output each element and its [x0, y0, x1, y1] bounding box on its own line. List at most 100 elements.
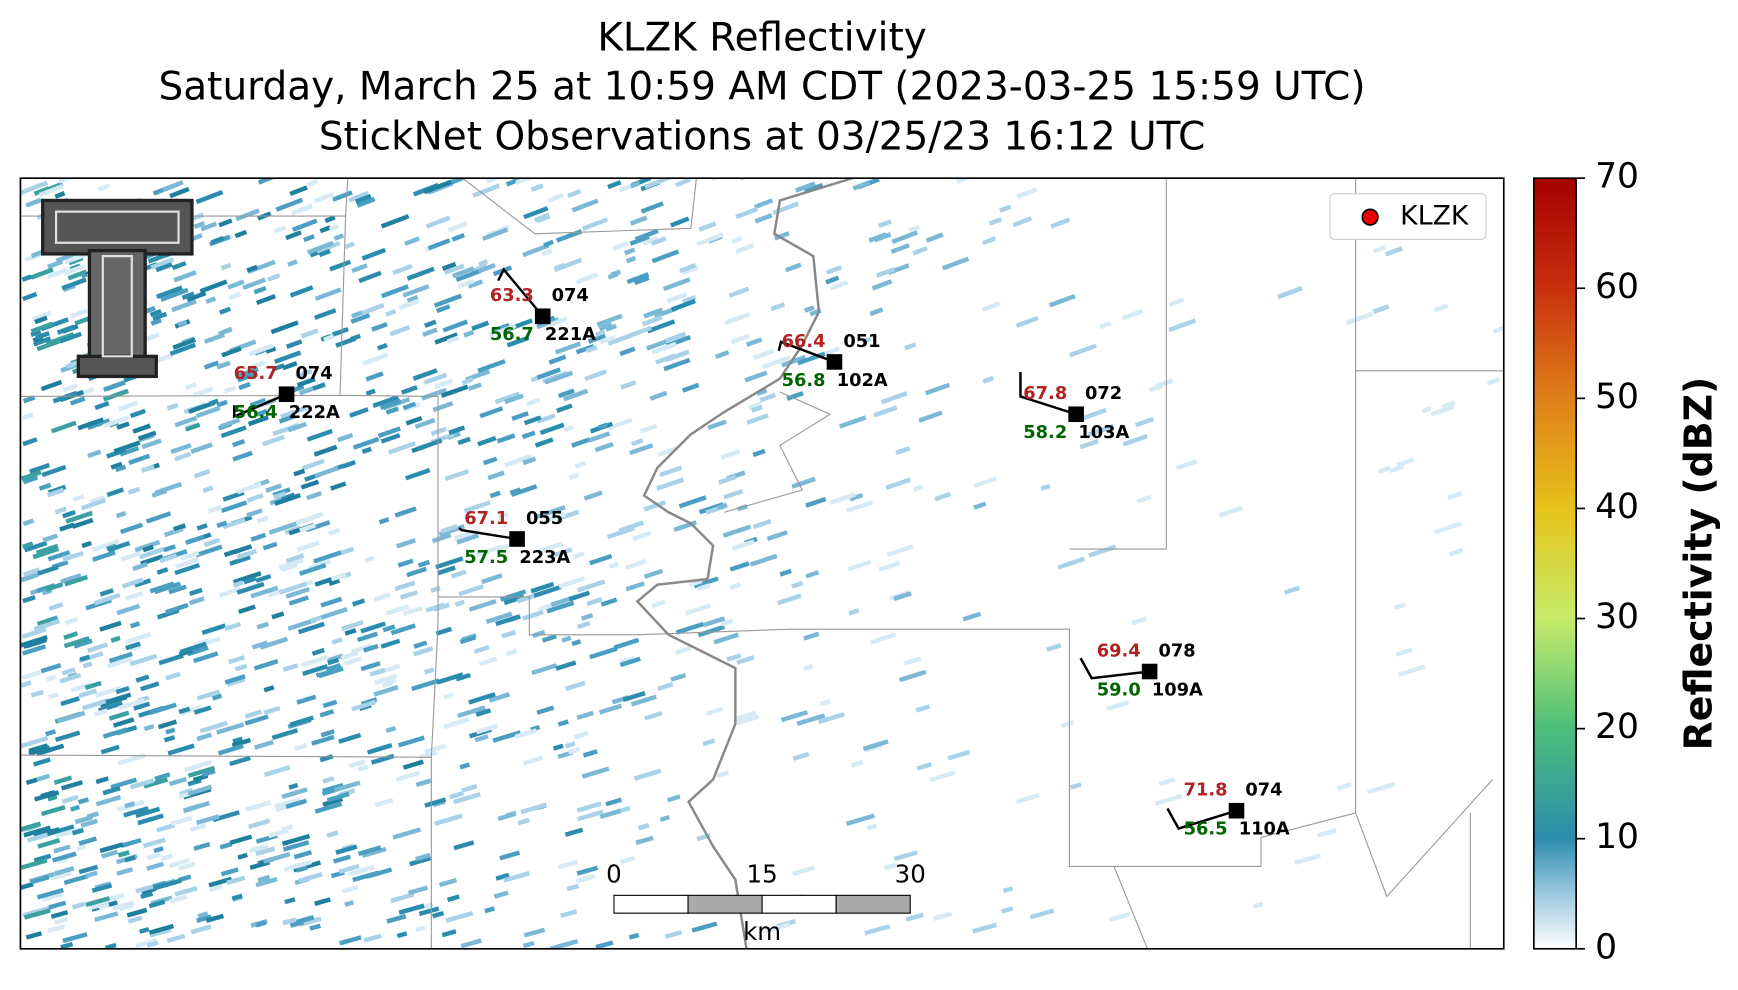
radar-streak — [338, 732, 362, 744]
radar-streak — [340, 650, 359, 661]
radar-streak — [21, 412, 35, 421]
pressure: 074 — [295, 363, 332, 384]
radar-streak — [224, 621, 242, 632]
radar-streak — [1218, 505, 1244, 518]
radar-streak — [280, 405, 308, 419]
radar-streak — [373, 685, 399, 697]
radar-streak — [625, 581, 645, 592]
radar-streak — [117, 698, 145, 711]
radar-streak — [20, 680, 32, 688]
radar-streak — [510, 484, 538, 497]
radar-streak — [236, 481, 262, 495]
radar-streak — [643, 568, 664, 579]
radar-streak — [98, 700, 124, 713]
radar-streak — [839, 415, 867, 429]
radar-streak — [1430, 404, 1455, 417]
radar-streak — [427, 238, 451, 251]
radar-streak — [265, 483, 283, 493]
radar-streak — [932, 911, 953, 921]
radar-streak — [169, 186, 190, 199]
radar-streak — [295, 368, 313, 379]
radar-streak — [137, 813, 164, 826]
radar-streak — [643, 307, 664, 319]
radar-streak — [322, 796, 344, 807]
radar-streak — [313, 191, 335, 204]
radar-streak — [618, 184, 632, 193]
radar-streak — [929, 770, 956, 783]
radar-streak — [479, 406, 504, 419]
radar-streak — [736, 655, 755, 665]
scale-segment — [835, 894, 911, 914]
radar-streak — [581, 613, 594, 621]
radar-streak — [296, 865, 308, 873]
radar-streak — [493, 890, 509, 899]
radar-streak — [441, 929, 457, 938]
radar-streak — [220, 500, 248, 514]
radar-streak — [110, 461, 123, 470]
radar-streak — [287, 421, 308, 433]
radar-streak — [22, 905, 52, 918]
radar-streak — [289, 715, 314, 727]
radar-streak — [145, 511, 172, 524]
radar-streak — [77, 797, 90, 805]
radar-streak — [257, 874, 271, 883]
radar-streak — [333, 780, 361, 793]
radar-streak — [458, 278, 475, 289]
radar-streak — [502, 871, 530, 883]
radar-streak — [320, 729, 335, 738]
radar-streak — [895, 446, 911, 455]
radar-streak — [663, 357, 691, 372]
radar-streak — [458, 584, 484, 597]
radar-streak — [201, 768, 216, 777]
radar-streak — [180, 550, 200, 561]
radar-streak — [20, 470, 42, 481]
radar-streak — [20, 821, 42, 832]
radar-streak — [356, 631, 378, 643]
radar-streak — [885, 477, 911, 490]
radar-streak — [1372, 304, 1390, 315]
radar-streak — [50, 420, 77, 434]
radar-streak — [281, 824, 294, 832]
radar-streak — [61, 277, 87, 291]
radar-streak — [20, 572, 39, 583]
radar-streak — [1012, 216, 1033, 228]
radar-streak — [515, 178, 535, 185]
temperature: 69.4 — [1097, 640, 1141, 661]
station-marker — [534, 308, 551, 325]
radar-streak — [87, 642, 109, 653]
radar-streak — [880, 391, 908, 405]
pressure: 055 — [526, 508, 563, 529]
radar-streak — [36, 887, 64, 900]
radar-streak — [434, 378, 454, 390]
radar-streak — [716, 770, 730, 779]
radar-streak — [461, 377, 474, 386]
radar-streak — [396, 931, 408, 939]
radar-streak — [174, 415, 198, 428]
radar-streak — [1397, 664, 1426, 678]
radar-streak — [45, 582, 64, 592]
radar-streak — [285, 553, 305, 564]
radar-streak — [195, 544, 223, 558]
radar-streak — [1015, 792, 1040, 804]
radar-streak — [481, 573, 503, 585]
radar-streak — [444, 469, 470, 482]
radar-streak — [533, 584, 562, 598]
radar-streak — [473, 645, 490, 654]
station-marker — [278, 386, 295, 403]
radar-streak — [460, 938, 482, 949]
radar-streak — [200, 221, 218, 232]
radar-streak — [300, 479, 320, 490]
radar-streak — [718, 474, 737, 485]
radar-streak — [729, 582, 742, 590]
radar-streak — [1057, 556, 1086, 570]
radar-streak — [453, 792, 481, 805]
radar-streak — [363, 933, 382, 943]
radar-streak — [955, 178, 973, 184]
dewpoint: 56.8 — [782, 370, 826, 391]
radar-streak — [262, 541, 278, 551]
dewpoint: 56.5 — [1184, 819, 1228, 840]
radar-streak — [361, 846, 387, 858]
station-id: 110A — [1239, 819, 1290, 840]
radar-streak — [231, 737, 252, 748]
radar-streak — [379, 398, 402, 411]
